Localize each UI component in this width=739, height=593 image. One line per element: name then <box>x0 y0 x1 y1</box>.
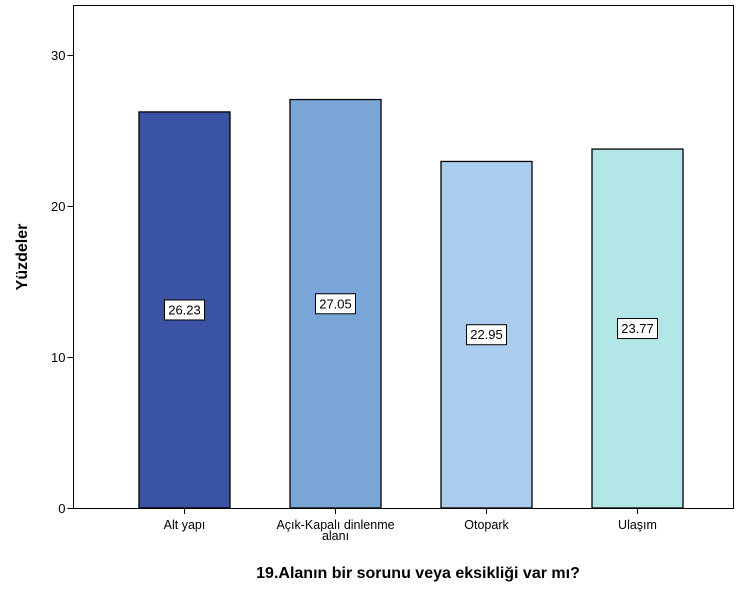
data-label-box <box>617 318 658 340</box>
x-axis-label: 19.Alanın bir sorunu veya eksikliği var … <box>256 565 580 582</box>
x-tick-label: Ulaşım <box>618 518 657 532</box>
data-label: 26.23 <box>168 302 201 317</box>
data-label-box <box>315 293 356 315</box>
plot-frame <box>73 5 734 509</box>
y-axis: 0 10 20 30 <box>51 48 74 516</box>
data-label: 22.95 <box>470 327 503 342</box>
y-tick-label: 30 <box>51 48 65 63</box>
data-label: 23.77 <box>621 321 654 336</box>
x-tick-label: alanı <box>322 529 349 543</box>
y-axis-label: Yüzdeler <box>14 224 31 291</box>
y-tick-label: 10 <box>51 350 65 365</box>
data-label-box <box>466 324 507 346</box>
x-tick-label: Açık-Kapalı dinlenme <box>276 518 394 532</box>
y-tick-label: 20 <box>51 199 65 214</box>
x-tick-label: Otopark <box>464 518 509 532</box>
bars: 26.23 27.05 22.95 23.77 <box>138 98 684 509</box>
x-tick-label: Alt yapı <box>164 518 206 532</box>
data-label-box <box>164 299 205 321</box>
data-label: 27.05 <box>319 296 352 311</box>
y-tick-label: 0 <box>58 501 65 516</box>
